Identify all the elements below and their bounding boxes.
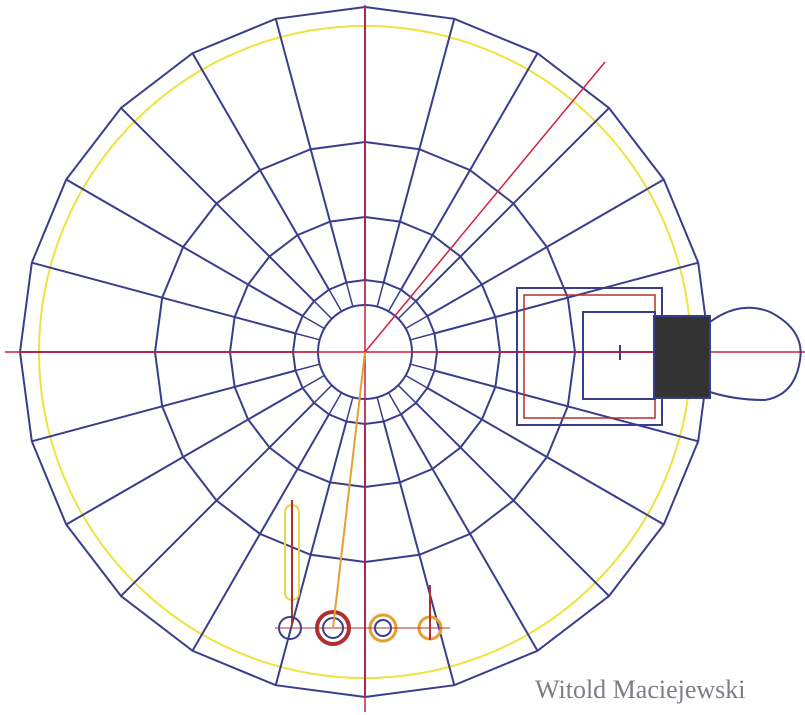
radial-line xyxy=(410,333,434,339)
radial-line xyxy=(121,108,314,301)
radial-line xyxy=(389,290,402,312)
radial-line xyxy=(398,385,416,403)
radial-line xyxy=(314,385,332,403)
fittings xyxy=(275,352,450,644)
radial-line xyxy=(329,290,342,312)
radial-line xyxy=(303,376,325,389)
radial-line xyxy=(401,414,538,650)
radial-line xyxy=(346,282,352,306)
radial-line xyxy=(295,333,319,339)
radial-line xyxy=(406,316,428,329)
radial-line xyxy=(295,364,319,370)
radial-line xyxy=(377,397,383,421)
radial-line xyxy=(66,388,302,525)
radial-line xyxy=(416,403,609,596)
signature: Witold Maciejewski xyxy=(535,675,746,704)
outer-box xyxy=(517,288,662,425)
radial-line xyxy=(410,364,434,370)
radial-line xyxy=(377,282,383,306)
radial-line xyxy=(193,53,330,289)
radial-line xyxy=(398,301,416,319)
radial-line xyxy=(329,393,342,415)
dark-block xyxy=(654,316,710,398)
radial-line xyxy=(303,316,325,329)
radial-line xyxy=(66,180,302,317)
rounded-end xyxy=(710,308,801,400)
feed-line xyxy=(333,352,365,628)
radial-line xyxy=(401,53,538,289)
radial-line xyxy=(314,301,332,319)
radial-line xyxy=(406,376,428,389)
radial-line xyxy=(193,414,330,650)
radial-line xyxy=(389,393,402,415)
radial-line xyxy=(416,108,609,301)
radial-line xyxy=(346,397,352,421)
radial-line xyxy=(427,388,663,525)
technical-drawing: Witold Maciejewski xyxy=(0,0,805,715)
